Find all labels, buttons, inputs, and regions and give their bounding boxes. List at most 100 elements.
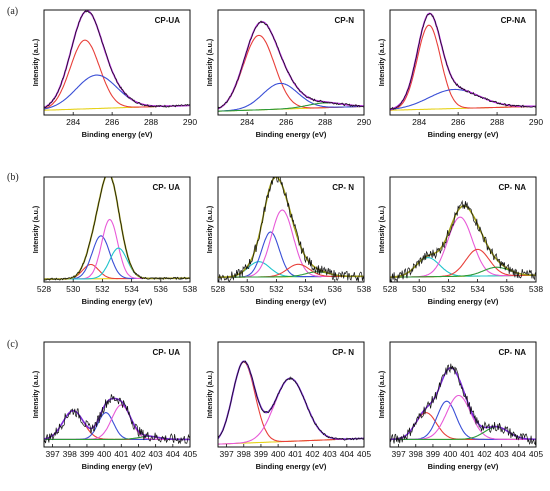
x-tick-label: 290 — [183, 117, 197, 127]
panel-title: CP-N — [334, 16, 354, 25]
x-tick-label: 288 — [144, 117, 158, 127]
x-tick-label: 401 — [288, 449, 302, 459]
raw-data-line — [44, 394, 190, 445]
x-tick-label: 398 — [409, 449, 423, 459]
panel-title: CP- N — [332, 348, 354, 357]
plot-area — [390, 363, 536, 446]
raw-data-line — [390, 199, 536, 282]
x-tick-label: 404 — [340, 449, 354, 459]
x-axis-label: Binding energy (eV) — [256, 130, 327, 139]
x-tick-label: 288 — [490, 117, 504, 127]
x-tick-label: 536 — [500, 284, 514, 294]
x-tick-label: 405 — [529, 449, 543, 459]
x-tick-label: 536 — [328, 284, 342, 294]
x-axis-label: Binding energy (eV) — [256, 462, 327, 471]
x-tick-label: 534 — [471, 284, 485, 294]
component-C2 — [218, 82, 364, 112]
component-O2 — [218, 231, 364, 278]
x-tick-label: 404 — [512, 449, 526, 459]
component-N3 — [44, 404, 190, 440]
envelope-line — [44, 397, 190, 441]
panel-7: 397 398 399 400 401 402 403 404 405 Binding energ… — [207, 341, 371, 471]
x-tick-label: 538 — [183, 284, 197, 294]
x-tick-label: 402 — [305, 449, 319, 459]
component-O3 — [390, 248, 536, 278]
x-tick-label: 397 — [45, 449, 59, 459]
panel-1: 284 286 288 290 Binding energy (eV) Intensity… — [207, 9, 371, 139]
x-tick-label: 399 — [426, 449, 440, 459]
x-tick-label: 405 — [183, 449, 197, 459]
plot-area — [44, 177, 190, 281]
x-tick-label: 400 — [271, 449, 285, 459]
x-tick-label: 532 — [95, 284, 109, 294]
x-tick-label: 538 — [357, 284, 371, 294]
y-axis-label: Intensity (a.u.) — [207, 371, 214, 418]
y-axis-label: Intensity (a.u.) — [379, 206, 386, 253]
x-tick-label: 284 — [240, 117, 254, 127]
x-tick-label: 530 — [240, 284, 254, 294]
x-tick-label: 401 — [460, 449, 474, 459]
plot-frame — [389, 176, 537, 283]
x-axis-label: Binding energy (eV) — [256, 297, 327, 306]
envelope-line — [218, 177, 364, 278]
plot-frame — [217, 176, 365, 283]
plot-frame — [217, 9, 365, 116]
x-tick-label: 530 — [412, 284, 426, 294]
row-label-b: (b) — [7, 172, 19, 183]
panel-0: 284 286 288 290 Binding energy (eV) Intensity… — [33, 9, 197, 139]
x-axis-label: Binding energy (eV) — [428, 130, 499, 139]
plot-area — [218, 360, 364, 445]
x-tick-label: 290 — [529, 117, 543, 127]
x-axis-label: Binding energy (eV) — [428, 462, 499, 471]
panel-3: 528 530 532 534 536 538 Binding energy (eV) Int… — [33, 176, 197, 306]
component-N1 — [218, 361, 364, 442]
envelope-line — [390, 12, 536, 110]
x-tick-label: 403 — [495, 449, 509, 459]
x-tick-label: 534 — [299, 284, 313, 294]
y-axis-label: Intensity (a.u.) — [379, 371, 386, 418]
y-axis-label: Intensity (a.u.) — [207, 39, 214, 86]
x-tick-label: 284 — [66, 117, 80, 127]
x-tick-label: 288 — [318, 117, 332, 127]
y-axis-label: Intensity (a.u.) — [379, 39, 386, 86]
x-tick-label: 528 — [383, 284, 397, 294]
panel-4: 528 530 532 534 536 538 Binding energy (eV) Int… — [207, 176, 371, 306]
x-tick-label: 399 — [254, 449, 268, 459]
panel-6: 397 398 399 400 401 402 403 404 405 Binding energ… — [33, 341, 197, 471]
raw-data-line — [44, 177, 190, 281]
y-axis-label: Intensity (a.u.) — [33, 371, 40, 418]
x-tick-label: 528 — [37, 284, 51, 294]
panel-title: CP- UA — [152, 348, 180, 357]
x-axis-label: Binding energy (eV) — [428, 297, 499, 306]
x-tick-label: 397 — [219, 449, 233, 459]
component-O2 — [44, 235, 190, 280]
panel-title: CP- NA — [498, 183, 526, 192]
x-tick-label: 290 — [357, 117, 371, 127]
x-axis-label: Binding energy (eV) — [82, 130, 153, 139]
raw-data-line — [218, 177, 364, 282]
plot-frame — [389, 9, 537, 116]
row-label-a: (a) — [7, 6, 18, 17]
x-tick-label: 404 — [166, 449, 180, 459]
x-tick-label: 398 — [237, 449, 251, 459]
row-label-c: (c) — [7, 339, 18, 350]
panel-title: CP-NA — [501, 16, 527, 25]
plot-area — [390, 12, 536, 111]
x-tick-label: 400 — [443, 449, 457, 459]
plot-area — [44, 394, 190, 445]
raw-data-line — [218, 20, 364, 110]
plot-frame — [217, 341, 365, 448]
plot-frame — [43, 341, 191, 448]
x-axis-label: Binding energy (eV) — [82, 462, 153, 471]
x-tick-label: 400 — [97, 449, 111, 459]
plot-area — [390, 199, 536, 282]
x-tick-label: 528 — [211, 284, 225, 294]
x-tick-label: 534 — [125, 284, 139, 294]
x-axis-label: Binding energy (eV) — [82, 297, 153, 306]
raw-data-line — [44, 10, 190, 109]
component-N2 — [218, 377, 364, 445]
x-tick-label: 403 — [323, 449, 337, 459]
y-axis-label: Intensity (a.u.) — [33, 39, 40, 86]
y-axis-label: Intensity (a.u.) — [33, 206, 40, 253]
component-N1 — [44, 410, 190, 440]
